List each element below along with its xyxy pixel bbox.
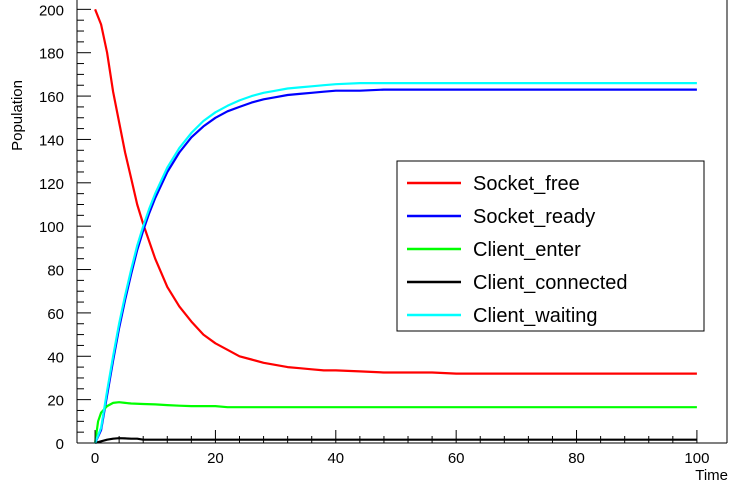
y-tick-label: 60 bbox=[47, 306, 64, 323]
axes-layer: 0 20 40 60 80 100 120 140 160 180 200 0 20 40 60 80 100 bbox=[39, 2, 709, 467]
series-line-client-waiting bbox=[94, 81, 697, 444]
y-tick-label: 140 bbox=[39, 132, 64, 149]
series-line-client-connected bbox=[94, 437, 697, 445]
plot-frame bbox=[76, 0, 728, 444]
x-tick-label: 20 bbox=[207, 450, 224, 467]
y-tick-label: 80 bbox=[47, 263, 64, 280]
legend-box bbox=[396, 160, 705, 332]
y-tick-label: 120 bbox=[39, 176, 64, 193]
y-tick-label: 180 bbox=[39, 46, 64, 63]
x-tick-label: 80 bbox=[568, 450, 585, 467]
y-tick-label: 0 bbox=[56, 436, 64, 453]
legend-label-client-connected: Client_connected bbox=[473, 272, 628, 294]
y-tick-label: 40 bbox=[47, 349, 64, 366]
x-axis-label: Time bbox=[695, 467, 728, 484]
x-tick-label: 60 bbox=[448, 450, 465, 467]
series-layer bbox=[94, 8, 697, 445]
x-tick-label: 100 bbox=[684, 450, 709, 467]
y-tick-label: 200 bbox=[39, 2, 64, 19]
legend-label-client-enter: Client_enter bbox=[473, 239, 581, 261]
legend-label-socket-free: Socket_free bbox=[473, 173, 580, 195]
y-tick-label: 100 bbox=[39, 219, 64, 236]
series-line-socket-free bbox=[94, 8, 697, 375]
legend: Socket_free Socket_ready Client_enter Clien… bbox=[396, 160, 705, 332]
series-line-client-enter bbox=[94, 401, 697, 444]
y-tick-label: 160 bbox=[39, 89, 64, 106]
y-tick-label: 20 bbox=[47, 393, 64, 410]
x-tick-label: 0 bbox=[91, 450, 99, 467]
y-axis-label: Population bbox=[9, 80, 26, 151]
x-tick-label: 40 bbox=[327, 450, 344, 467]
legend-label-socket-ready: Socket_ready bbox=[473, 206, 595, 228]
legend-label-client-waiting: Client_waiting bbox=[473, 305, 598, 327]
